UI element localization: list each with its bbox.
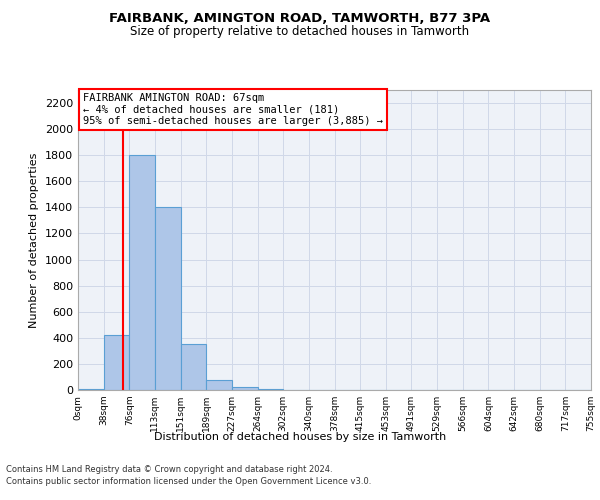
Bar [206,380,232,390]
Bar [104,335,130,390]
Text: Contains public sector information licensed under the Open Government Licence v3: Contains public sector information licen… [6,478,371,486]
Text: Size of property relative to detached houses in Tamworth: Size of property relative to detached ho… [130,25,470,38]
Text: FAIRBANK, AMINGTON ROAD, TAMWORTH, B77 3PA: FAIRBANK, AMINGTON ROAD, TAMWORTH, B77 3… [109,12,491,26]
Bar [181,344,206,390]
Text: Distribution of detached houses by size in Tamworth: Distribution of detached houses by size … [154,432,446,442]
Y-axis label: Number of detached properties: Number of detached properties [29,152,40,328]
Bar [78,388,104,390]
Bar [130,155,155,390]
Text: Contains HM Land Registry data © Crown copyright and database right 2024.: Contains HM Land Registry data © Crown c… [6,465,332,474]
Bar [155,208,181,390]
Text: FAIRBANK AMINGTON ROAD: 67sqm
← 4% of detached houses are smaller (181)
95% of s: FAIRBANK AMINGTON ROAD: 67sqm ← 4% of de… [83,93,383,126]
Bar [232,386,257,390]
